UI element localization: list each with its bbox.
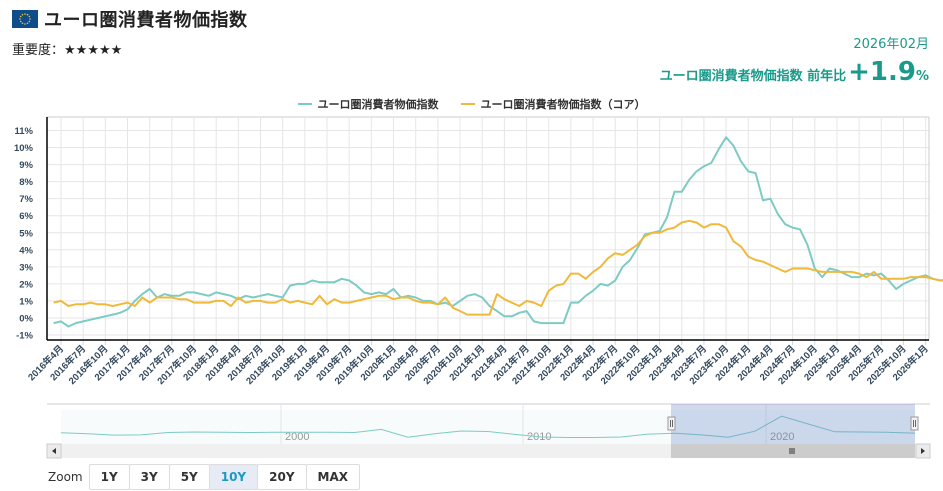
importance-rating: 重要度：★★★★★ — [12, 39, 122, 58]
y-tick-label: 9% — [19, 160, 33, 171]
legend-item-core[interactable]: ユーロ圏消費者物価指数（コア） — [460, 96, 646, 112]
eu-flag-icon — [12, 10, 38, 28]
navigator-label: 2000 — [285, 431, 309, 443]
y-tick-label: 5% — [19, 228, 33, 239]
y-axis: -1% 0% 1% 2% 3% 4% 5% 6% 7% 8% 9% 10% 11% — [14, 117, 48, 342]
latest-value: +1.9 — [848, 57, 916, 87]
zoom-20y-button[interactable]: 20Y — [257, 464, 307, 490]
navigator-area — [61, 410, 915, 444]
y-tick-label: 10% — [14, 143, 34, 154]
arrow-right-icon — [921, 448, 925, 454]
legend-label: ユーロ圏消費者物価指数（コア） — [480, 98, 646, 111]
legend-swatch-core — [460, 103, 475, 105]
y-tick-label: 11% — [15, 126, 34, 137]
y-tick-label: 7% — [19, 194, 33, 205]
y-tick-label: 4% — [19, 245, 33, 256]
arrow-left-icon — [52, 448, 56, 454]
zoom-range-selector: Zoom 1Y 3Y 5Y 10Y 20Y MAX — [48, 464, 360, 490]
x-axis: 2016年4月2016年7月2016年10月2017年1月2017年4月2017… — [26, 339, 931, 387]
zoom-3y-button[interactable]: 3Y — [128, 464, 170, 490]
scrollbar-thumb[interactable] — [671, 444, 915, 458]
latest-value-headline: ユーロ圏消費者物価指数 前年比 +1.9 % — [660, 57, 929, 87]
y-tick-label: 8% — [19, 177, 33, 188]
scrollbar-grip-icon — [789, 448, 795, 454]
zoom-5y-button[interactable]: 5Y — [168, 464, 210, 490]
chart-grid — [47, 116, 930, 340]
zoom-10y-button[interactable]: 10Y — [208, 464, 259, 490]
zoom-1y-button[interactable]: 1Y — [88, 464, 130, 490]
y-tick-label: 2% — [19, 279, 33, 290]
navigator-handle-left[interactable] — [667, 416, 676, 431]
header: ユーロ圏消費者物価指数 — [12, 6, 248, 32]
legend-swatch-headline — [297, 103, 312, 105]
importance-label: 重要度： — [12, 43, 65, 58]
y-tick-label: 0% — [19, 313, 33, 324]
series-line-core[interactable] — [53, 219, 943, 316]
legend-item-headline[interactable]: ユーロ圏消費者物価指数 — [297, 96, 439, 112]
navigator-selection[interactable] — [671, 404, 915, 444]
page-title: ユーロ圏消費者物価指数 — [44, 10, 248, 31]
y-tick-label: 3% — [19, 262, 33, 273]
star-icons: ★★★★★ — [64, 43, 123, 58]
zoom-label: Zoom — [48, 470, 83, 484]
navigator-label: 2020 — [770, 431, 794, 443]
series-line-headline[interactable] — [53, 136, 943, 328]
y-tick-label: -1% — [16, 331, 33, 342]
y-tick-label: 1% — [19, 296, 33, 307]
latest-date: 2026年02月 — [853, 37, 929, 52]
navigator-series — [60, 415, 916, 438]
legend-label: ユーロ圏消費者物価指数 — [317, 98, 439, 111]
chart-legend: ユーロ圏消費者物価指数 ユーロ圏消費者物価指数（コア） — [0, 96, 943, 112]
latest-label: ユーロ圏消費者物価指数 前年比 — [659, 69, 847, 84]
zoom-max-button[interactable]: MAX — [305, 464, 360, 490]
latest-unit: % — [915, 69, 929, 84]
chart-series — [53, 136, 943, 328]
y-tick-label: 6% — [19, 211, 33, 222]
line-chart[interactable]: -1% 0% 1% 2% 3% 4% 5% 6% 7% 8% 9% 10% 11% 2016年4月201… — [0, 0, 943, 400]
navigator[interactable]: 2000 2010 2020 — [0, 400, 943, 460]
navigator-handle-right[interactable] — [910, 416, 919, 431]
